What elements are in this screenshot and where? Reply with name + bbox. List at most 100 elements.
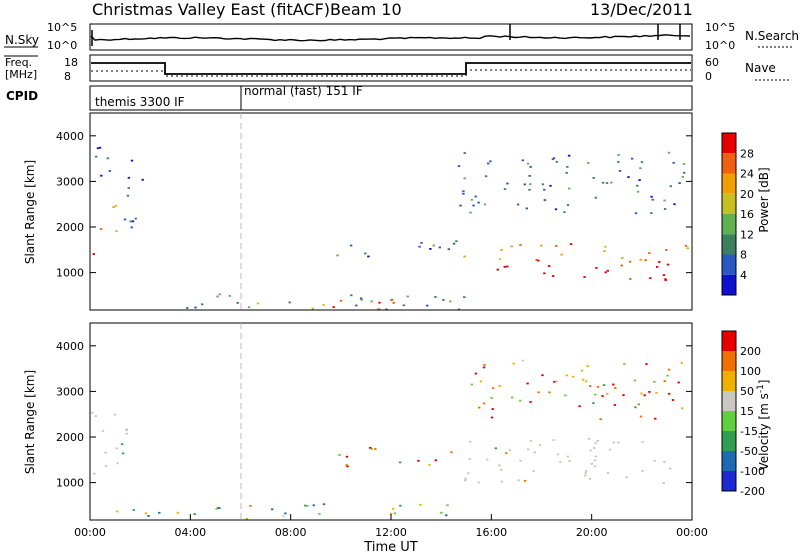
power-cell [429,248,432,250]
velocity-ytick-label: 3000 [56,385,84,398]
velocity-cell [483,364,486,366]
power-cell [567,154,571,157]
power-cell [96,147,100,150]
power-ytick-label: 3000 [56,175,84,188]
power-cell [528,175,531,177]
velocity-cell [555,380,558,383]
velocity-cell [548,391,551,394]
velocity-cell [585,470,588,472]
velocity-cell [588,477,592,480]
freq-unit: [MHz] [5,68,37,81]
velocity-cell [477,481,481,484]
power-cell [332,306,335,308]
velocity-cell [469,440,472,443]
power-cell [549,184,552,187]
velocity-cell [662,482,665,484]
power-cell [129,220,132,223]
velocity-cell [125,429,128,432]
power-cell [402,304,406,307]
velocity-cell [125,432,129,435]
velocity-cell [532,470,535,472]
velocity-cell [552,439,555,441]
power-cell [141,178,144,181]
velocity-cell [622,394,625,396]
power-cell [664,278,667,281]
power-cell [656,266,659,268]
velocity-cell [680,361,683,364]
power-cell [370,300,373,303]
power-cell [620,264,623,267]
power-cell [126,194,130,197]
power-ytick-label: 2000 [56,221,84,234]
power-panel: 1000 2000 3000 4000 Slant Range [km] 4 8 12 16… [23,112,771,311]
velocity-cell [608,448,612,451]
date-label: 13/Dec/2011 [590,0,693,19]
velocity-colorbar-swatch [722,431,736,451]
velocity-cell [144,512,148,515]
time-xtick-label: 20:00 [576,526,608,539]
power-cell [628,260,632,263]
power-cell [606,269,609,272]
velocity-cell [464,479,467,482]
nave-tick-low: 0 [705,70,712,83]
velocity-cell [637,403,640,406]
power-cell [548,265,551,267]
power-cell [360,298,363,301]
velocity-cell [158,511,161,514]
velocity-cell [116,510,119,513]
power-cell [638,179,641,181]
power-cell [459,204,462,207]
power-cell [519,244,522,246]
noise-panel: N.Sky 10^5 10^0 10^5 10^0 N.Search [4,21,799,52]
power-cell [98,146,102,149]
velocity-cell [594,442,597,445]
nave-line [91,69,691,77]
velocity-cell [478,406,481,409]
power-cell [487,162,490,165]
velocity-cell [648,391,651,393]
velocity-cell [593,447,596,449]
velocity-cell [464,477,467,480]
power-cell [529,183,532,185]
time-xtick-label: 08:00 [275,526,307,539]
velocity-ytick-label: 1000 [56,477,84,490]
velocity-cell [470,383,473,386]
power-colorbar-tick: 20 [740,188,754,201]
power-cell [418,245,421,248]
power-cell [367,255,370,258]
power-cell [604,271,607,274]
velocity-cell [606,472,610,474]
power-cell [349,244,353,247]
velocity-cell [338,454,341,456]
velocity-cell [467,472,470,475]
power-cell [650,212,653,214]
power-data-cells [92,146,689,311]
time-xtick-label: 16:00 [475,526,507,539]
velocity-cell [596,439,599,442]
velocity-cell [479,380,483,383]
velocity-cell [586,365,589,367]
power-cell [201,303,204,306]
noise-left-tick-low: 10^0 [47,39,77,52]
velocity-cell [215,508,218,510]
velocity-cell [541,374,544,377]
power-cell [554,208,558,211]
power-cell [555,245,558,247]
velocity-colorbar-swatch [722,351,736,371]
noise-panel-frame [89,23,693,51]
power-cell [483,203,487,206]
velocity-colorbar-tick: 200 [740,345,761,358]
power-ytick-label: 1000 [56,267,84,280]
power-cell [484,175,488,178]
power-cell [621,257,624,259]
power-cell [377,308,381,311]
cpid-panel: CPID themis 3300 IF normal (fast) 151 IF [6,84,693,111]
power-cell [457,165,461,167]
power-cell [463,255,466,258]
velocity-cell [529,401,532,403]
power-cell [640,161,644,163]
velocity-cell [490,416,494,419]
power-cell [658,261,661,263]
power-cell [449,300,452,303]
velocity-cell [428,464,431,466]
